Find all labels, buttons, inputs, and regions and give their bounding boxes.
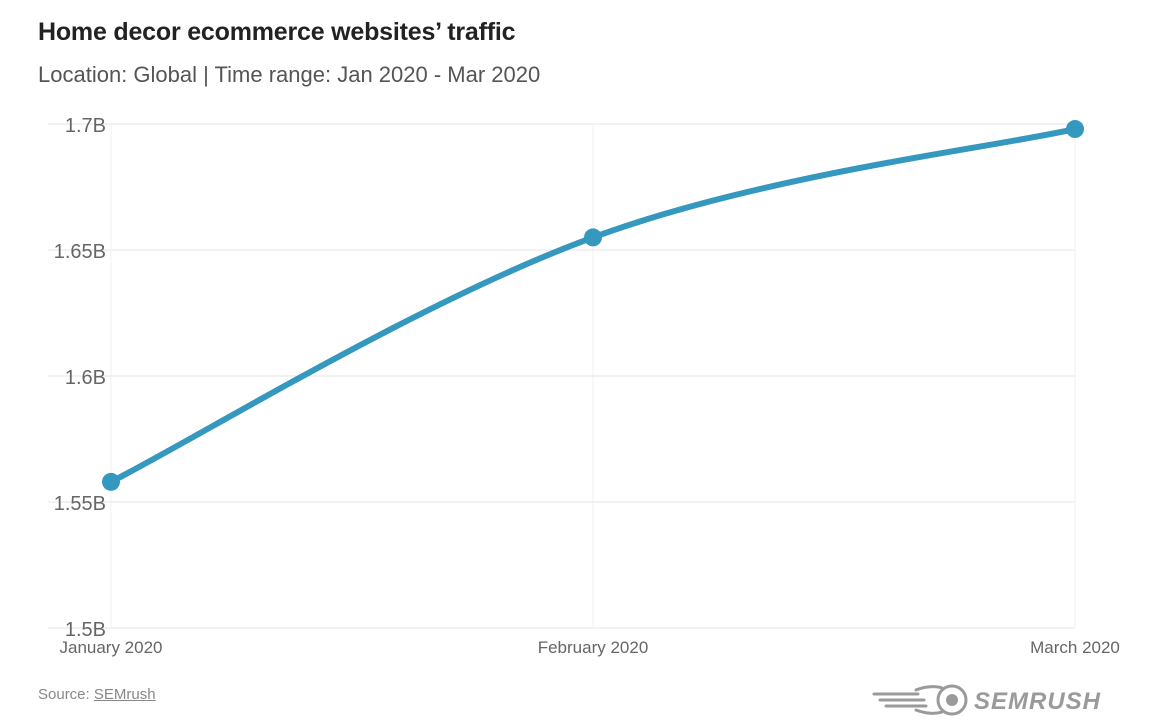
data-point (584, 228, 602, 247)
x-tick-label: March 2020 (1030, 638, 1120, 657)
y-tick-label: 1.6B (65, 367, 106, 389)
fireball-icon (872, 684, 968, 716)
y-tick-label: 1.5B (65, 619, 106, 641)
logo-text: SEMRUSH (974, 688, 1101, 715)
data-point (102, 472, 120, 491)
chart-title: Home decor ecommerce websites’ traffic (38, 18, 516, 46)
y-tick-label: 1.65B (54, 241, 106, 263)
y-tick-label: 1.7B (65, 115, 106, 137)
data-point (1066, 120, 1084, 139)
y-tick-label: 1.55B (54, 493, 106, 515)
x-tick-label: February 2020 (538, 638, 649, 657)
x-tick-label: January 2020 (59, 638, 162, 657)
source-prefix: Source: (38, 686, 94, 703)
semrush-logo: SEMRUSH (872, 684, 1101, 716)
chart-subtitle: Location: Global | Time range: Jan 2020 … (38, 62, 541, 87)
source-note: Source: SEMrush (38, 686, 156, 703)
source-link[interactable]: SEMrush (93, 686, 156, 703)
